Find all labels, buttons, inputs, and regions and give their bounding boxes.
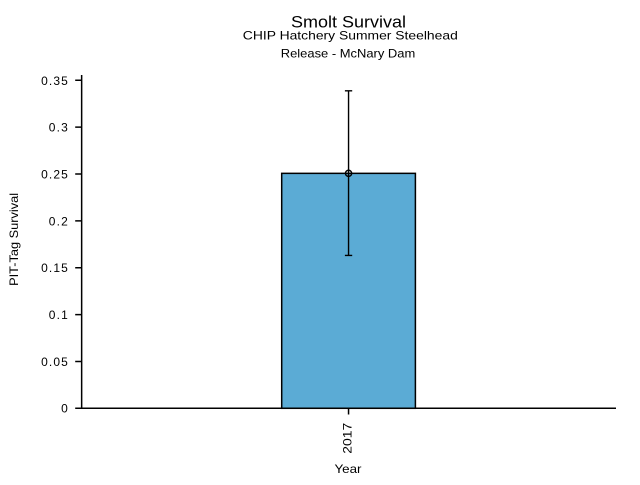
svg-text:0.15: 0.15	[41, 261, 68, 275]
svg-text:0.05: 0.05	[41, 355, 68, 369]
svg-text:Smolt Survival: Smolt Survival	[291, 13, 406, 32]
svg-text:Release - McNary Dam: Release - McNary Dam	[281, 47, 416, 61]
svg-text:2017: 2017	[341, 422, 355, 453]
svg-text:CHIP Hatchery Summer Steelhead: CHIP Hatchery Summer Steelhead	[243, 29, 458, 43]
svg-text:PIT-Tag Survival: PIT-Tag Survival	[7, 193, 21, 286]
svg-text:0: 0	[61, 402, 68, 416]
svg-text:0.25: 0.25	[41, 168, 68, 182]
svg-text:0.2: 0.2	[49, 214, 68, 228]
svg-text:0.1: 0.1	[49, 308, 68, 322]
svg-text:0.3: 0.3	[49, 121, 68, 135]
svg-text:Year: Year	[335, 462, 362, 476]
svg-text:0.35: 0.35	[41, 74, 68, 88]
